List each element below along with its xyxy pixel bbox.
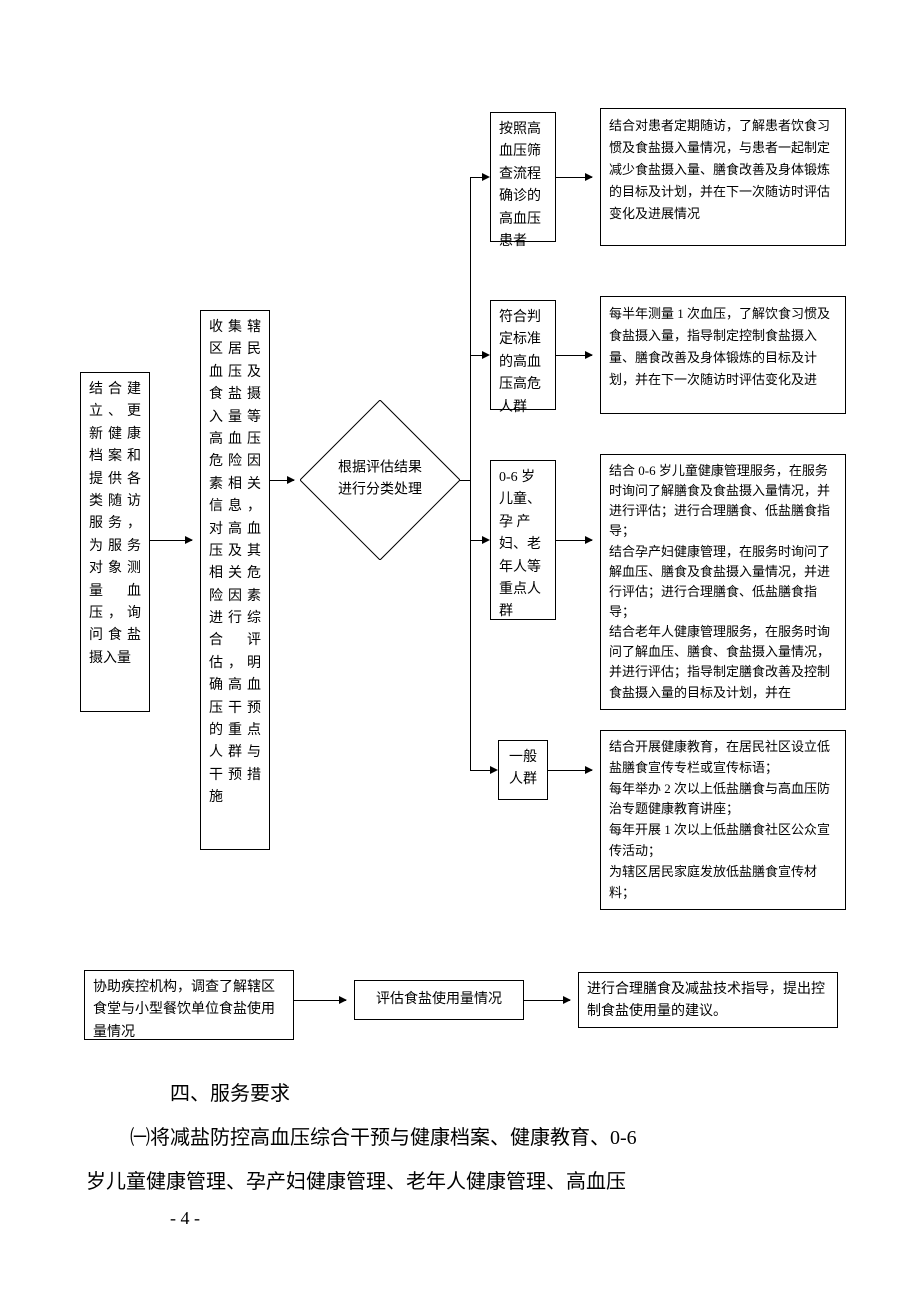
arrow-b1-b2 — [294, 1000, 346, 1001]
conn-cat3 — [470, 540, 482, 541]
conn-cat1 — [470, 177, 482, 178]
section-heading: 四、服务要求 — [170, 1072, 290, 1116]
outcome-1: 结合对患者定期随访，了解患者饮食习惯及食盐摄入量情况，与患者一起制定减少食盐摄入… — [600, 108, 846, 246]
arrow-cat4-out4 — [548, 770, 592, 771]
arrow-cat4 — [490, 766, 498, 774]
arrow-2-diamond — [270, 480, 294, 481]
arrow-cat1 — [482, 173, 490, 181]
arrow-cat2 — [482, 351, 490, 359]
category-2: 符合判定标准的高血压高危人群 — [490, 300, 556, 410]
arrow-cat3 — [482, 536, 490, 544]
outcome-4: 结合开展健康教育，在居民社区设立低盐膳食宣传专栏或宣传标语； 每年举办 2 次以… — [600, 730, 846, 910]
bottom-box-1: 协助疾控机构，调查了解辖区食堂与小型餐饮单位食盐使用量情况 — [84, 970, 294, 1040]
paragraph-line-1: ㈠将减盐防控高血压综合干预与健康档案、健康教育、0-6 — [130, 1116, 637, 1160]
bottom-box-3: 进行合理膳食及减盐技术指导，提出控制食盐使用量的建议。 — [578, 972, 838, 1028]
conn-cat4 — [470, 770, 490, 771]
arrow-b2-b3 — [524, 1000, 570, 1001]
page-number: - 4 - — [170, 1208, 200, 1229]
outcome-3: 结合 0-6 岁儿童健康管理服务，在服务时询问了解膳食及食盐摄入量情况，并进行评… — [600, 454, 846, 710]
category-4: 一般人群 — [498, 740, 548, 800]
outcome-2: 每半年测量 1 次血压，了解饮食习惯及食盐摄入量，指导制定控制食盐摄入量、膳食改… — [600, 296, 846, 414]
category-1: 按照高血压筛查流程确诊的高血压患者 — [490, 112, 556, 242]
vertical-distributor — [470, 177, 471, 770]
arrow-1-2 — [150, 540, 192, 541]
connector-diamond-out — [460, 480, 470, 481]
arrow-cat1-out1 — [556, 177, 592, 178]
conn-cat2 — [470, 355, 482, 356]
category-3: 0-6 岁儿童、孕 产妇、老年人等重点人群 — [490, 460, 556, 620]
box-step2: 收集辖区居民血压及食盐摄入量等高血压危险因素相关信息，对高血压及其相关危险因素进… — [200, 310, 270, 850]
diamond-label: 根据评估结果进行分类处理 — [335, 458, 425, 503]
box-step1: 结合建立、更新健康档案和提供各类随访服务，为服务对象测量血压，询问食盐摄入量 — [80, 372, 150, 712]
decision-diamond: 根据评估结果进行分类处理 — [300, 400, 460, 560]
arrow-cat3-out3 — [556, 540, 592, 541]
bottom-box-2: 评估食盐使用量情况 — [354, 980, 524, 1020]
arrow-cat2-out2 — [556, 355, 592, 356]
paragraph-line-2: 岁儿童健康管理、孕产妇健康管理、老年人健康管理、高血压 — [86, 1160, 626, 1204]
